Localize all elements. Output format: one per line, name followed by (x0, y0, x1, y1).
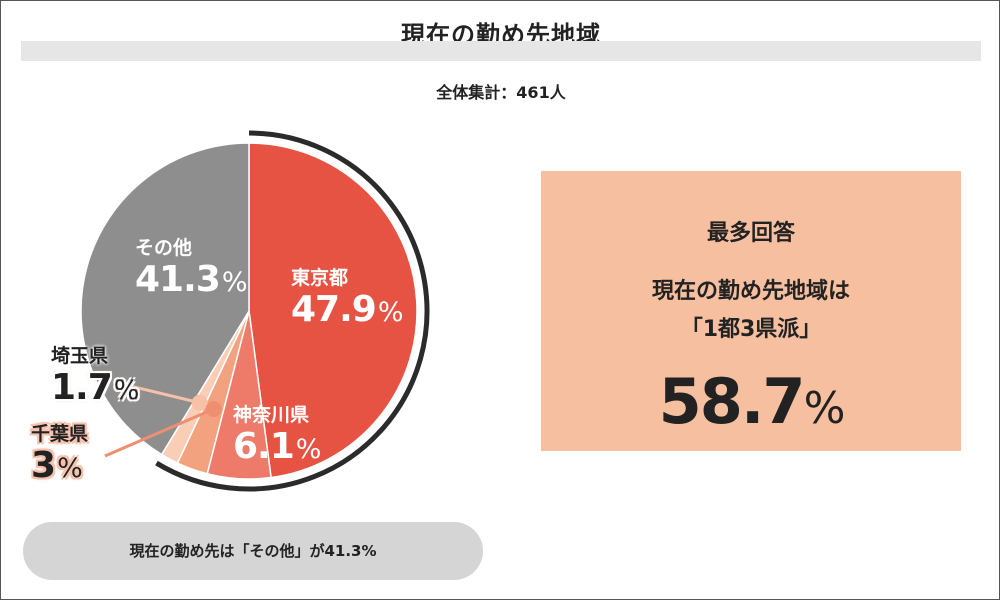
footer-note: 現在の勤め先は「その他」が41.3% (23, 522, 483, 580)
slice-name-tokyo: 東京都 (291, 267, 349, 289)
slice-name-chiba: 千葉県 (31, 423, 89, 445)
summary-value: 58.7 (658, 365, 806, 438)
leader-line-chiba (104, 407, 215, 458)
summary-box: 最多回答 現在の勤め先地域は 「1都3県派」 58.7% (541, 171, 961, 451)
leader-dot-chiba (205, 401, 222, 418)
highlight-arc (155, 130, 430, 492)
slice-label-saitama: 埼玉県 1.7% (51, 345, 139, 408)
summary-line2: 「1都3県派」 (680, 317, 822, 342)
total-respondents-label: 全体集計：461人 (436, 83, 566, 102)
slice-name-saitama: 埼玉県 (51, 345, 109, 367)
slice-value-chiba: 3 (31, 445, 56, 486)
slice-value-saitama: 1.7 (51, 367, 113, 408)
pie-slice-other (80, 142, 250, 456)
slice-label-tokyo: 東京都 47.9% (291, 267, 403, 330)
pie-slice-tokyo (248, 142, 418, 479)
title-underline-bar (21, 41, 981, 61)
slice-label-other: その他 41.3% (135, 237, 247, 300)
summary-line1: 現在の勤め先地域は (651, 279, 850, 304)
leader-line-saitama (125, 383, 201, 405)
slice-value-tokyo: 47.9 (291, 289, 377, 330)
slice-value-other: 41.3 (135, 259, 221, 300)
slice-name-other: その他 (135, 237, 193, 259)
summary-heading: 最多回答 (706, 221, 795, 246)
slice-value-kanagawa: 6.1 (233, 426, 295, 467)
slice-label-chiba: 千葉県 3% (31, 423, 89, 486)
slice-label-kanagawa: 神奈川県 6.1% (233, 404, 321, 467)
leader-dot-saitama (191, 394, 208, 411)
summary-suffix: % (803, 383, 846, 434)
slice-name-kanagawa: 神奈川県 (233, 404, 310, 426)
